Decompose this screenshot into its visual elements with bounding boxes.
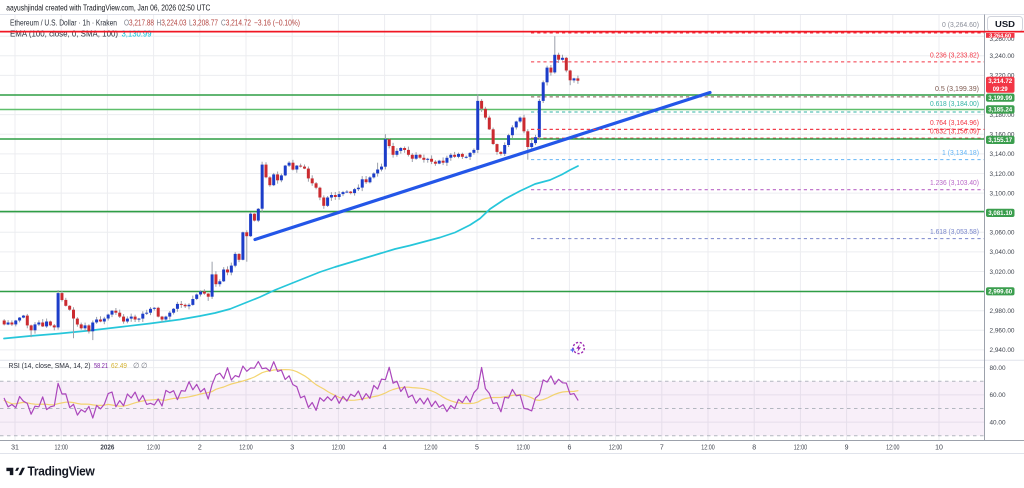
svg-text:12:00: 12:00	[239, 445, 252, 452]
svg-text:∅: ∅	[133, 361, 140, 370]
svg-text:7: 7	[660, 445, 664, 452]
svg-text:40.00: 40.00	[990, 419, 1006, 426]
svg-text:3,214.72: 3,214.72	[988, 78, 1012, 85]
svg-text:1.618 (3,053.58): 1.618 (3,053.58)	[930, 229, 979, 236]
svg-text:−3.16 (−0.10%): −3.16 (−0.10%)	[254, 18, 300, 27]
svg-text:3,185.24: 3,185.24	[988, 107, 1012, 114]
svg-text:2,940.00: 2,940.00	[990, 347, 1015, 354]
svg-text:12:00: 12:00	[609, 445, 622, 452]
svg-text:5: 5	[475, 445, 479, 452]
svg-text:12:00: 12:00	[701, 445, 714, 452]
svg-text:60.00: 60.00	[990, 392, 1006, 399]
svg-text:aayushjindal created with Trad: aayushjindal created with TradingView.co…	[6, 3, 210, 13]
svg-text:3: 3	[290, 445, 294, 452]
svg-text:RSI (14, close, SMA, 14, 2): RSI (14, close, SMA, 14, 2)	[9, 363, 91, 370]
svg-text:O3,217.88: O3,217.88	[124, 18, 154, 27]
svg-text:3,100.00: 3,100.00	[990, 190, 1015, 197]
svg-text:12:00: 12:00	[147, 445, 160, 452]
svg-text:3,199.99: 3,199.99	[988, 95, 1012, 102]
svg-text:9: 9	[845, 445, 849, 452]
svg-text:C3,214.72: C3,214.72	[221, 18, 251, 27]
svg-text:12:00: 12:00	[517, 445, 530, 452]
svg-text:0.236 (3,233.82): 0.236 (3,233.82)	[930, 52, 979, 59]
svg-text:12:00: 12:00	[332, 445, 345, 452]
svg-text:3,040.00: 3,040.00	[990, 249, 1015, 256]
svg-text:2026: 2026	[100, 445, 114, 452]
svg-text:0.832 (3,156.09): 0.832 (3,156.09)	[930, 129, 979, 136]
svg-text:58.21: 58.21	[94, 363, 108, 370]
svg-text:09:29: 09:29	[993, 86, 1008, 93]
svg-text:3,130.99: 3,130.99	[122, 29, 153, 38]
svg-text:L3,208.77: L3,208.77	[189, 18, 218, 27]
svg-text:12:00: 12:00	[794, 445, 807, 452]
svg-text:80.00: 80.00	[990, 365, 1006, 372]
svg-text:H3,224.03: H3,224.03	[157, 18, 187, 27]
svg-text:USD: USD	[995, 19, 1015, 29]
svg-text:3,264.60: 3,264.60	[989, 34, 1011, 40]
svg-text:8: 8	[752, 445, 756, 452]
svg-text:12:00: 12:00	[55, 445, 68, 452]
svg-text:2,999.60: 2,999.60	[988, 289, 1012, 296]
svg-text:1.236 (3,103.40): 1.236 (3,103.40)	[930, 180, 979, 187]
svg-text:0 (3,264.60): 0 (3,264.60)	[942, 22, 979, 29]
svg-text:31: 31	[11, 445, 19, 452]
svg-text:∅: ∅	[141, 361, 148, 370]
svg-text:12:00: 12:00	[424, 445, 437, 452]
svg-text:3,240.00: 3,240.00	[990, 53, 1015, 60]
svg-text:4: 4	[383, 445, 387, 452]
svg-text:62.49: 62.49	[111, 363, 127, 370]
svg-text:3,120.00: 3,120.00	[990, 171, 1015, 178]
svg-text:1 (3,134.18): 1 (3,134.18)	[942, 150, 979, 157]
svg-text:3,020.00: 3,020.00	[990, 269, 1015, 276]
svg-text:0.764 (3,164.96): 0.764 (3,164.96)	[930, 120, 979, 127]
svg-text:3,180.00: 3,180.00	[990, 112, 1015, 119]
svg-text:0.618 (3,184.00): 0.618 (3,184.00)	[930, 101, 979, 108]
svg-text:2,980.00: 2,980.00	[990, 308, 1015, 315]
svg-text:3,081.10: 3,081.10	[988, 210, 1012, 217]
svg-text:3,220.00: 3,220.00	[990, 73, 1015, 80]
svg-text:Ethereum / U.S. Dollar · 1h ·: Ethereum / U.S. Dollar · 1h · Kraken	[10, 18, 117, 27]
svg-text:3,260.00: 3,260.00	[990, 36, 1015, 43]
svg-text:3,155.17: 3,155.17	[988, 137, 1012, 144]
svg-text:3,160.00: 3,160.00	[990, 132, 1015, 139]
svg-text:EMA (100, close, 0, SMA, 100): EMA (100, close, 0, SMA, 100)	[10, 29, 118, 38]
svg-text:2,960.00: 2,960.00	[990, 328, 1015, 335]
svg-text:12:00: 12:00	[886, 445, 899, 452]
svg-text:0.5 (3,199.39): 0.5 (3,199.39)	[935, 86, 979, 93]
svg-text:10: 10	[935, 445, 943, 452]
svg-text:6: 6	[567, 445, 571, 452]
svg-text:3,060.00: 3,060.00	[990, 230, 1015, 237]
svg-text:2: 2	[198, 445, 202, 452]
svg-text:3,140.00: 3,140.00	[990, 151, 1015, 158]
svg-text:TradingView: TradingView	[28, 464, 96, 479]
